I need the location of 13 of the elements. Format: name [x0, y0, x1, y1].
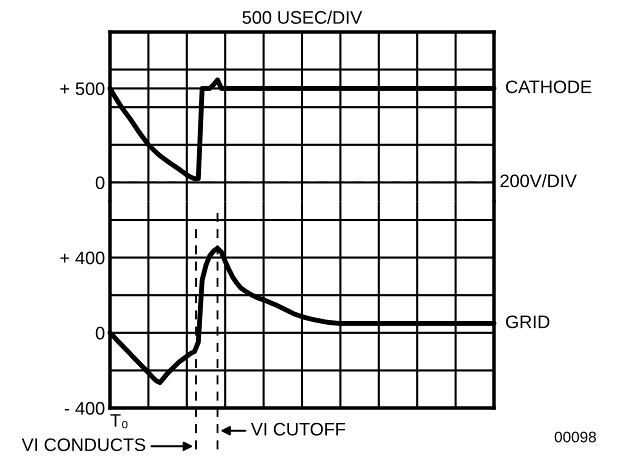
chart-title: 500 USEC/DIV — [242, 10, 362, 24]
y-tick-label: + 400 — [60, 252, 104, 264]
y-tick-label: 0 — [96, 326, 104, 340]
y-tick-label: + 500 — [60, 82, 104, 96]
text: T₀ — [110, 414, 128, 428]
text: VI CUTOFF — [250, 422, 346, 436]
text: VI CONDUCTS — [22, 438, 146, 452]
y-tick-label: 0 — [96, 176, 104, 190]
series-label: CATHODE — [506, 80, 592, 94]
text: 00098 — [554, 432, 596, 442]
y-tick-label: - 400 — [64, 402, 104, 415]
series-label: GRID — [506, 315, 550, 328]
ref-line-label: 200V/DIV — [500, 174, 577, 188]
